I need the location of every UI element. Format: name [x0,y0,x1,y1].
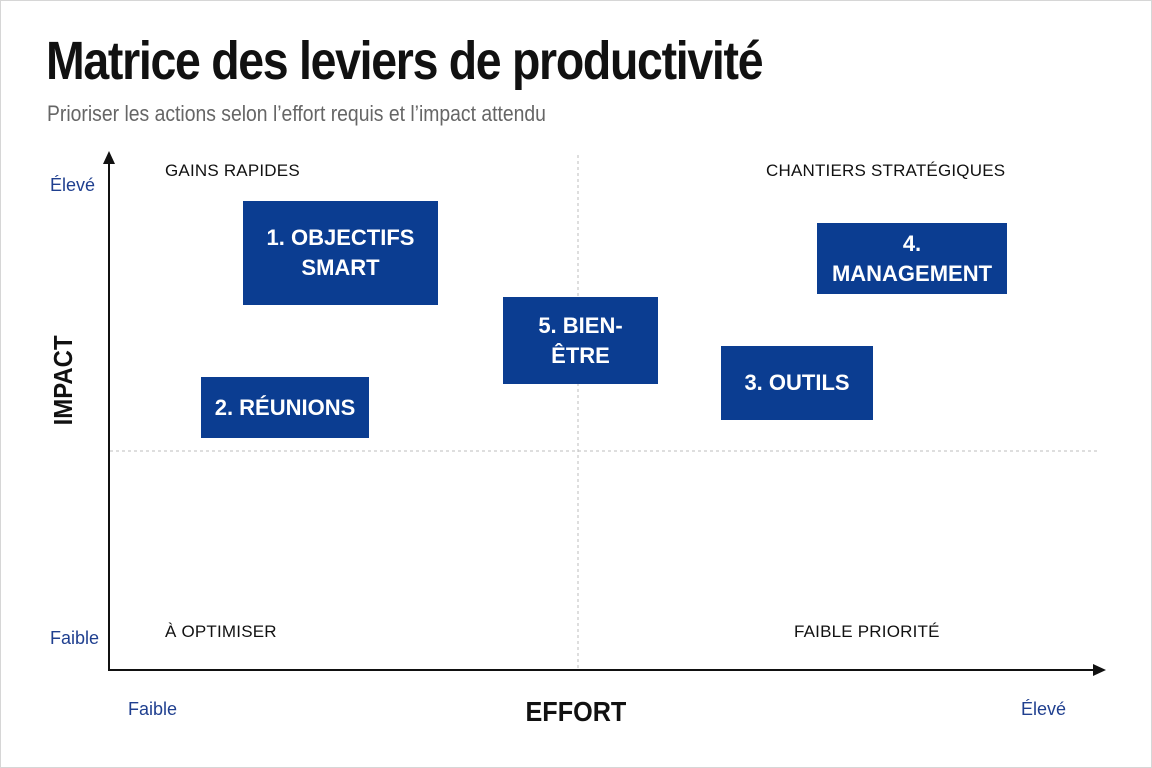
lever-objectifs-smart: 1. OBJECTIFS SMART [243,201,438,305]
lever-label: 5. BIEN-ÊTRE [538,312,623,368]
lever-label: 4. MANAGEMENT [831,230,993,286]
x-axis-arrow [1093,664,1106,676]
y-axis-title: IMPACT [48,335,78,426]
lever-bien-etre: 5. BIEN-ÊTRE [503,297,658,384]
x-axis-low-label: Faible [128,699,178,719]
y-axis-low-label: Faible [50,628,100,648]
quadrant-label-quick-wins: GAINS RAPIDES [165,161,300,180]
y-axis-high-label: Élevé [50,175,96,195]
lever-outils: 3. OUTILS [721,346,873,420]
lever-label: 1. OBJECTIFS [266,225,415,250]
lever-reunions: 2. RÉUNIONS [201,377,369,438]
page-subtitle: Prioriser les actions selon l’effort req… [47,101,546,126]
lever-label: 2. RÉUNIONS [214,394,356,420]
quadrant-label-strategic: CHANTIERS STRATÉGIQUES [766,161,1006,180]
x-axis-high-label: Élevé [1021,699,1067,719]
y-axis-arrow [103,151,115,164]
lever-management: 4. MANAGEMENT [817,223,1007,294]
lever-label: 3. OUTILS [744,370,850,395]
page-title: Matrice des leviers de productivité [46,31,764,91]
x-axis-title: EFFORT [525,696,627,727]
quadrant-label-low-priority: FAIBLE PRIORITÉ [794,622,940,641]
quadrant-label-optimize: À OPTIMISER [165,622,277,641]
lever-label-line2: SMART [301,255,380,280]
